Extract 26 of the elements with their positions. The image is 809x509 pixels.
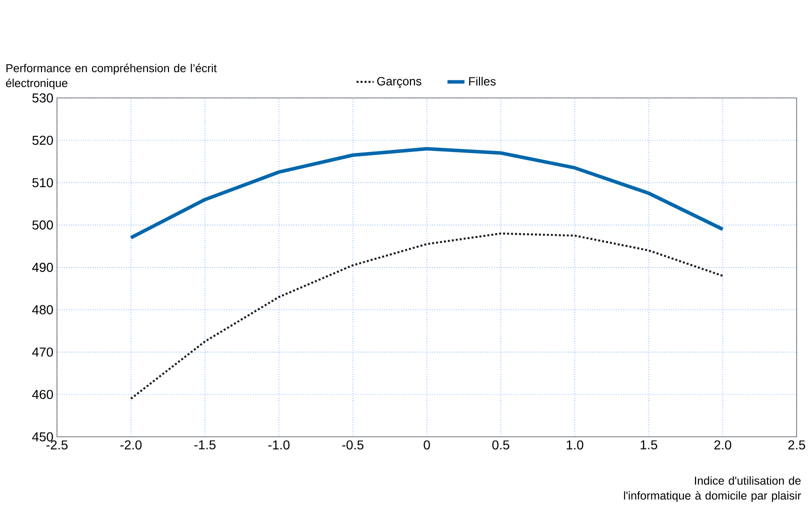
x-tick-label: -1.0 — [268, 440, 290, 450]
y-tick-label: 460 — [32, 390, 53, 400]
x-tick-label: 0 — [424, 440, 430, 450]
y-axis-title: Performance en compréhension de l’écrit électronique — [6, 64, 217, 90]
x-tick-label: 1.0 — [566, 440, 584, 450]
x-tick-label: -2.0 — [120, 440, 142, 450]
line-series — [130, 232, 724, 400]
y-tick-label: 470 — [32, 348, 53, 357]
x-tick-label: 2.0 — [714, 440, 732, 450]
x-axis-title: Indice d'utilisation de l'informatique à domicile par plaisir — [624, 476, 801, 502]
y-tick-label: 510 — [32, 178, 53, 188]
line-series — [129, 147, 724, 240]
x-tick-label: -1.5 — [194, 440, 216, 450]
y-tick-label: 530 — [32, 93, 53, 103]
y-tick-label: 480 — [32, 305, 53, 314]
x-tick-label: -0.5 — [342, 440, 364, 450]
x-tick-label: 2.5 — [788, 440, 806, 450]
y-tick-label: 450 — [32, 432, 53, 442]
x-tick-label: 1.5 — [640, 440, 658, 450]
y-tick-label: 520 — [32, 136, 53, 145]
legend-label: Garçons — [377, 77, 422, 88]
legend-label: Filles — [469, 76, 496, 86]
x-tick-label: -2.5 — [46, 440, 68, 450]
y-tick-label: 490 — [32, 262, 53, 272]
y-tick-label: 500 — [32, 220, 53, 230]
x-tick-label: 0.5 — [492, 440, 510, 450]
